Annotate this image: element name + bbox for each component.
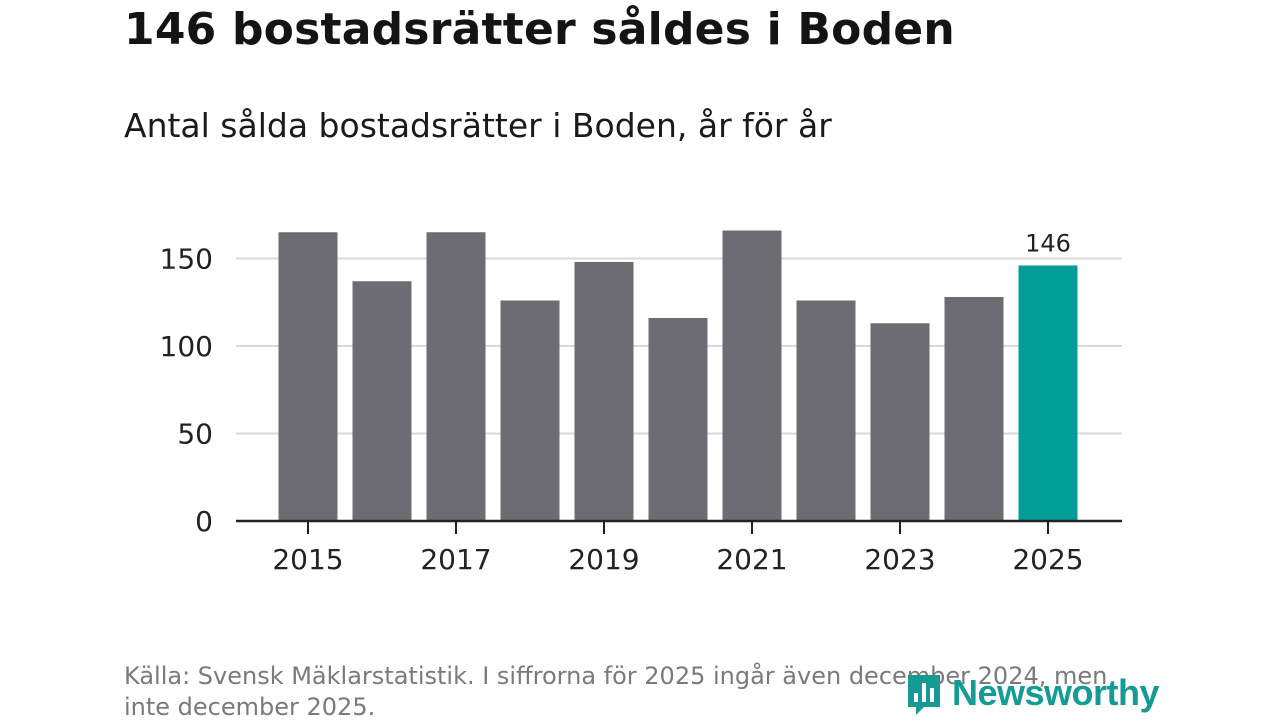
- y-tick-label: 150: [160, 243, 213, 276]
- newsworthy-logo: Newsworthy: [904, 668, 1160, 718]
- x-tick-label: 2019: [568, 543, 639, 576]
- y-tick-label: 50: [177, 418, 213, 451]
- bar-2022: [796, 300, 856, 521]
- bar-2016: [352, 281, 412, 521]
- data-label-2025: 146: [1025, 230, 1071, 258]
- bar-2017: [426, 232, 486, 521]
- bars: [278, 230, 1078, 521]
- bar-2025: [1018, 265, 1078, 521]
- x-tick-label: 2015: [272, 543, 343, 576]
- annotations: 146: [1025, 230, 1071, 258]
- bar-2021: [722, 230, 782, 521]
- bar-2020: [648, 318, 708, 521]
- bar-2018: [500, 300, 560, 521]
- x-tick-label: 2023: [864, 543, 935, 576]
- x-tick-label: 2025: [1012, 543, 1083, 576]
- bar-chart: 0 50 100 150 2015 2017 2019 2021 2023 2025 146: [160, 230, 1122, 576]
- x-axis: 2015 2017 2019 2021 2023 2025: [236, 519, 1122, 576]
- bar-2019: [574, 262, 634, 521]
- x-tick-label: 2017: [420, 543, 491, 576]
- logo-text: Newsworthy: [952, 672, 1160, 713]
- source-note: Källa: Svensk Mäklarstatistik. I siffror…: [124, 662, 1108, 721]
- newsworthy-logo-icon: [908, 675, 940, 715]
- y-axis: 0 50 100 150: [160, 243, 213, 539]
- x-tick-label: 2021: [716, 543, 787, 576]
- bar-2024: [944, 297, 1004, 521]
- bar-2015: [278, 232, 338, 521]
- chart-subtitle: Antal sålda bostadsrätter i Boden, år fö…: [124, 106, 832, 145]
- chart-title: 146 bostadsrätter såldes i Boden: [124, 4, 955, 55]
- y-tick-label: 100: [160, 330, 213, 363]
- bar-2023: [870, 323, 930, 521]
- y-tick-label: 0: [195, 505, 213, 538]
